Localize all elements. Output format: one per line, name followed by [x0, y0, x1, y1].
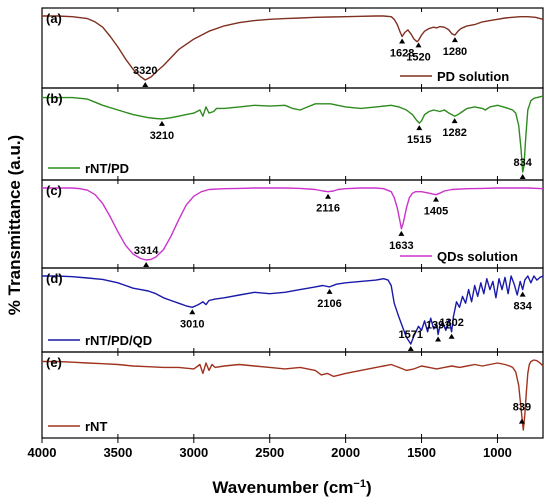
- spectrum-line: [42, 15, 544, 81]
- peak-label: 3210: [150, 130, 174, 142]
- peak-label: 3320: [133, 65, 157, 77]
- x-axis-label-close: ): [366, 478, 372, 497]
- panel-label: (d): [46, 271, 63, 286]
- legend-label: rNT/PD/QD: [85, 333, 152, 348]
- spectrum-line: [42, 187, 544, 261]
- x-axis-label: Wavenumber (cm−1): [212, 478, 371, 497]
- peak-label: 3314: [134, 245, 159, 257]
- peak-label: 2106: [317, 298, 341, 310]
- panel-4: (e) 839 rNT: [41, 351, 544, 439]
- panel-frame: [41, 351, 544, 439]
- panel-2: (c) 3314 2116 1633 1405 QDs solution: [41, 179, 544, 269]
- peak-marker: [518, 418, 525, 424]
- panel-label: (a): [46, 11, 62, 26]
- legend-label: QDs solution: [437, 249, 518, 264]
- peak-marker: [451, 118, 458, 124]
- peak-marker: [158, 120, 165, 126]
- peak-label: 1280: [443, 46, 467, 58]
- peak-marker: [398, 230, 405, 236]
- x-axis-label-unit-sup: −1: [353, 478, 366, 490]
- panel-label: (e): [46, 355, 62, 370]
- panel-label: (c): [46, 183, 62, 198]
- peak-label: 1520: [406, 51, 430, 63]
- peak-marker: [407, 346, 414, 351]
- peak-marker: [448, 333, 455, 339]
- peak-marker: [142, 82, 149, 87]
- panel-label: (b): [46, 91, 63, 106]
- peak-marker: [399, 38, 406, 44]
- x-axis-label-main: Wavenumber (cm: [212, 478, 353, 497]
- peak-marker: [519, 174, 526, 179]
- peak-label: 1391: [426, 319, 450, 331]
- peak-label: 1633: [389, 240, 413, 252]
- peak-label: 1405: [424, 206, 448, 218]
- peak-label: 3010: [180, 318, 204, 330]
- x-tick-label: 1000: [483, 445, 512, 460]
- peak-label: 834: [513, 301, 532, 313]
- peak-label: 1282: [442, 127, 466, 139]
- peak-label: 1515: [407, 134, 431, 146]
- peak-marker: [416, 125, 423, 131]
- x-axis: 4000 3500 3000 2500 2000 1500 1000: [28, 438, 512, 460]
- peak-marker: [326, 288, 333, 294]
- x-tick-label: 2000: [331, 445, 360, 460]
- peak-marker: [143, 262, 150, 267]
- peak-marker: [189, 309, 196, 315]
- x-tick-label: 4000: [28, 445, 57, 460]
- legend-label: PD solution: [437, 69, 509, 84]
- peak-label: 839: [513, 402, 531, 414]
- legend-label: rNT/PD: [85, 161, 129, 176]
- y-axis-label: % Transmittance (a.u.): [5, 135, 24, 315]
- peak-marker: [519, 291, 526, 297]
- x-tick-label: 2500: [255, 445, 284, 460]
- peak-marker: [325, 193, 332, 199]
- x-tick-label: 1500: [407, 445, 436, 460]
- peak-label: 1571: [399, 329, 423, 341]
- panel-1: (b) 3210 1515 1282 834 rNT/PD: [41, 87, 544, 181]
- spectrum-line: [42, 95, 544, 173]
- peak-label: 1302: [439, 317, 463, 329]
- peak-marker: [432, 196, 439, 202]
- peak-marker: [451, 37, 458, 43]
- spectrum-line: [42, 275, 544, 345]
- peak-marker: [415, 42, 422, 48]
- x-tick-label: 3500: [103, 445, 132, 460]
- legend-label: rNT: [85, 419, 107, 434]
- x-tick-label: 3000: [179, 445, 208, 460]
- peak-label: 834: [513, 157, 532, 169]
- peak-marker: [435, 336, 442, 342]
- spectrum-line: [42, 359, 544, 431]
- peak-label: 2116: [316, 203, 340, 215]
- peak-label: 1628: [390, 47, 414, 59]
